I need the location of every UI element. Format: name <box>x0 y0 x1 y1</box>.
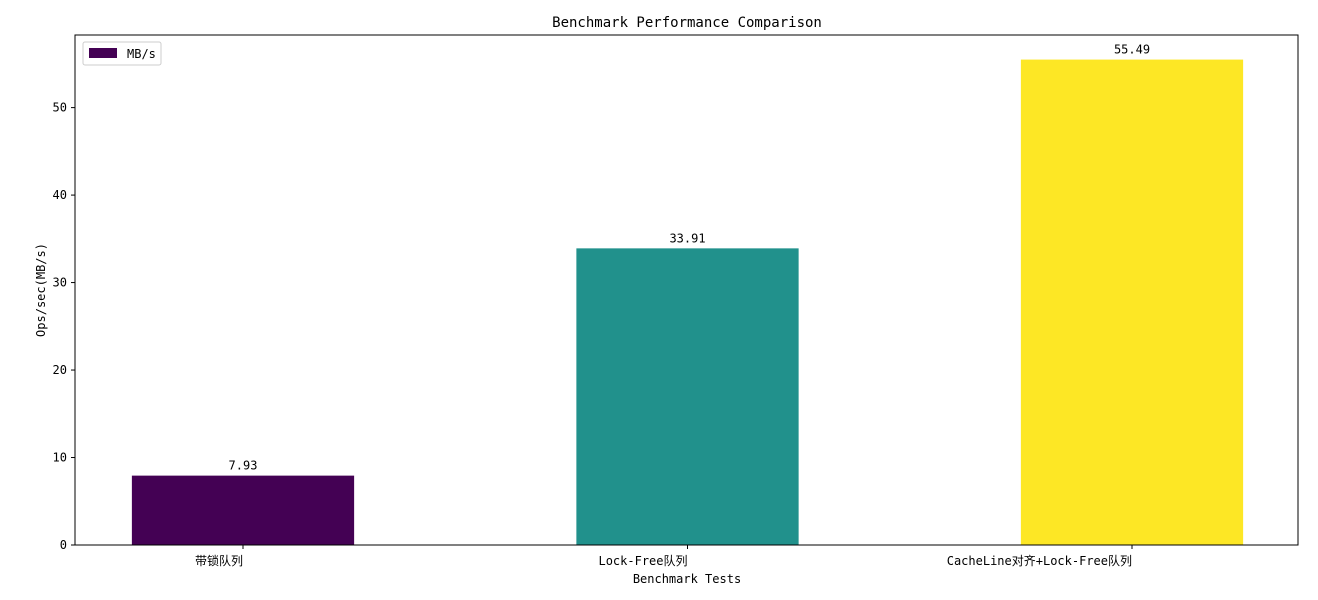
y-tick-label: 40 <box>53 188 67 202</box>
y-tick-label: 0 <box>60 538 67 552</box>
plot-frame <box>74 34 1299 546</box>
bar-value-label: 7.93 <box>229 459 258 473</box>
legend-frame <box>82 41 162 66</box>
y-tick-label: 50 <box>53 101 67 115</box>
x-tick-label: 带锁队列 <box>195 553 243 568</box>
x-tick-label: CacheLine对齐+Lock-Free队列 <box>947 553 1132 568</box>
bar <box>1020 59 1244 545</box>
bar <box>576 248 799 545</box>
bar-value-label: 33.91 <box>669 231 705 245</box>
legend-label: MB/s <box>127 47 156 61</box>
legend: MB/s <box>82 41 162 66</box>
plot-area: 0 10 20 30 40 50 7.93 带锁队列 33.91 Lock-Free队列 55.49… <box>53 43 1244 568</box>
bar <box>131 475 355 545</box>
bar-value-label: 55.49 <box>1114 43 1150 57</box>
y-tick-label: 10 <box>53 451 67 465</box>
y-tick-label: 20 <box>53 363 67 377</box>
chart-title: Benchmark Performance Comparison <box>552 15 822 31</box>
legend-swatch <box>89 48 117 58</box>
y-tick-label: 30 <box>53 276 67 290</box>
y-axis-label: Ops/sec(MB/s) <box>34 243 48 337</box>
x-axis-label: Benchmark Tests <box>633 572 741 586</box>
x-tick-label: Lock-Free队列 <box>598 553 687 568</box>
